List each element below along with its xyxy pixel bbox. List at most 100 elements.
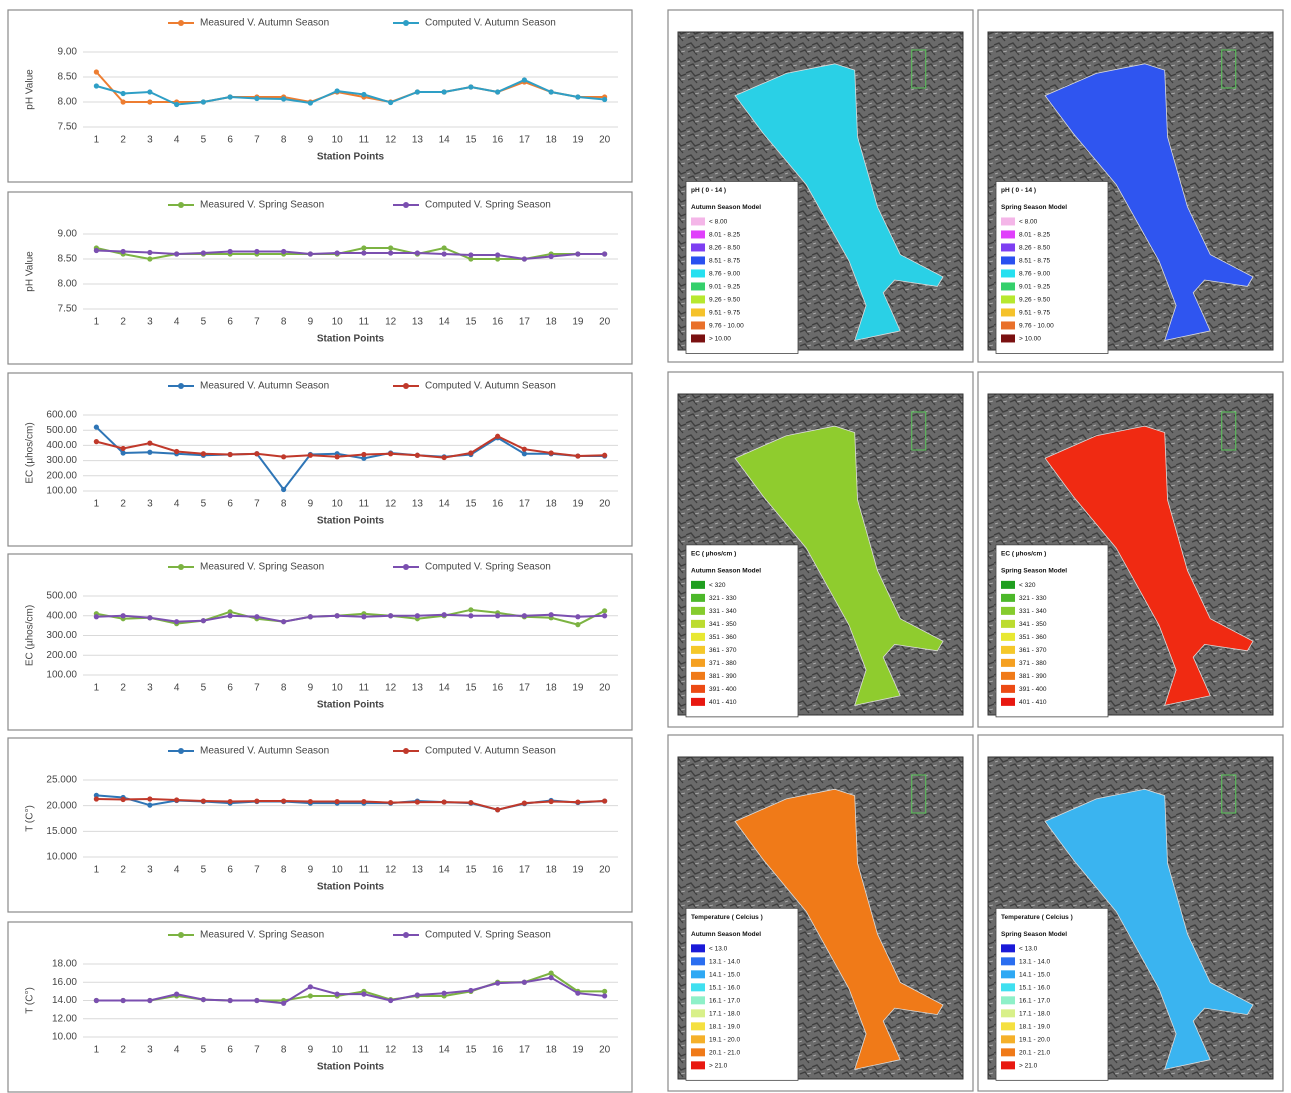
legend-item: 9.01 - 9.25 xyxy=(1019,284,1050,291)
point xyxy=(308,799,313,804)
legend-swatch xyxy=(1001,282,1015,290)
point xyxy=(468,988,473,993)
x-tick-label: 14 xyxy=(439,499,451,510)
legend-swatch xyxy=(1001,269,1015,277)
point xyxy=(281,619,286,624)
legend-item: 351 - 360 xyxy=(1019,634,1047,641)
x-tick-label: 13 xyxy=(412,683,424,694)
legend-swatch xyxy=(691,243,705,251)
x-tick-label: 12 xyxy=(385,135,397,146)
legend-marker xyxy=(178,564,184,570)
point xyxy=(94,425,99,430)
x-tick-label: 19 xyxy=(572,317,584,328)
legend-swatch xyxy=(691,321,705,329)
legend-item: 20.1 - 21.0 xyxy=(1019,1050,1050,1057)
point xyxy=(94,614,99,619)
legend-item: < 13.0 xyxy=(709,946,728,953)
y-tick-label: 10.000 xyxy=(46,852,77,863)
x-tick-label: 8 xyxy=(281,683,287,694)
point xyxy=(335,613,340,618)
y-tick-label: 500.00 xyxy=(46,591,77,602)
x-tick-label: 10 xyxy=(332,865,344,876)
y-axis-title: T (C°) xyxy=(25,987,36,1014)
y-axis-title: T (C°) xyxy=(25,805,36,832)
point xyxy=(468,84,473,89)
point xyxy=(602,798,607,803)
point xyxy=(254,614,259,619)
legend-swatch xyxy=(691,256,705,264)
point xyxy=(495,807,500,812)
legend-item: 361 - 370 xyxy=(709,647,737,654)
point xyxy=(575,251,580,256)
point xyxy=(602,97,607,102)
point xyxy=(254,998,259,1003)
legend-swatch xyxy=(691,581,705,589)
legend-model: Autumn Season Model xyxy=(691,931,761,938)
point xyxy=(361,452,366,457)
point xyxy=(335,992,340,997)
legend-swatch xyxy=(691,1022,705,1030)
point xyxy=(549,975,554,980)
legend-item: 8.01 - 8.25 xyxy=(709,232,740,239)
point xyxy=(201,99,206,104)
legend-swatch xyxy=(1001,659,1015,667)
point xyxy=(415,89,420,94)
x-tick-label: 8 xyxy=(281,317,287,328)
point xyxy=(522,447,527,452)
point xyxy=(442,455,447,460)
x-tick-label: 9 xyxy=(308,135,314,146)
point xyxy=(94,998,99,1003)
y-tick-label: 8.00 xyxy=(58,97,78,108)
x-tick-label: 11 xyxy=(359,865,370,876)
point xyxy=(121,797,126,802)
point xyxy=(442,612,447,617)
x-tick-label: 20 xyxy=(599,683,611,694)
point xyxy=(602,613,607,618)
legend-item: 331 - 340 xyxy=(709,608,737,615)
point xyxy=(602,251,607,256)
legend-swatch xyxy=(1001,217,1015,225)
legend-swatch xyxy=(691,944,705,952)
point xyxy=(308,993,313,998)
legend-item: 17.1 - 18.0 xyxy=(709,1011,740,1018)
y-tick-label: 200.00 xyxy=(46,650,77,661)
point xyxy=(94,69,99,74)
x-tick-label: 8 xyxy=(281,1045,287,1056)
point xyxy=(147,796,152,801)
legend-item: < 320 xyxy=(709,582,726,589)
x-tick-label: 6 xyxy=(227,1045,233,1056)
y-tick-label: 12.00 xyxy=(52,1013,77,1024)
x-tick-label: 4 xyxy=(174,1045,180,1056)
x-axis-title: Station Points xyxy=(317,334,385,345)
point xyxy=(228,94,233,99)
x-tick-label: 8 xyxy=(281,499,287,510)
x-tick-label: 6 xyxy=(227,865,233,876)
x-tick-label: 10 xyxy=(332,1045,344,1056)
y-tick-label: 100.00 xyxy=(46,486,77,497)
x-tick-label: 20 xyxy=(599,1045,611,1056)
y-tick-label: 7.50 xyxy=(58,304,78,315)
x-tick-label: 14 xyxy=(439,317,451,328)
x-tick-label: 4 xyxy=(174,499,180,510)
legend-item: 381 - 390 xyxy=(1019,673,1047,680)
legend-item: > 10.00 xyxy=(1019,336,1041,343)
point xyxy=(121,998,126,1003)
point xyxy=(121,613,126,618)
legend-swatch xyxy=(691,620,705,628)
legend-model: Spring Season Model xyxy=(1001,568,1067,575)
point xyxy=(228,452,233,457)
legend-swatch xyxy=(1001,620,1015,628)
point xyxy=(549,89,554,94)
y-axis-title: pH Value xyxy=(25,69,36,110)
y-tick-label: 500.00 xyxy=(46,425,77,436)
legend-swatch xyxy=(691,308,705,316)
x-tick-label: 4 xyxy=(174,317,180,328)
legend-item: 9.76 - 10.00 xyxy=(1019,323,1054,330)
point xyxy=(94,796,99,801)
point xyxy=(201,997,206,1002)
point xyxy=(201,451,206,456)
point xyxy=(549,799,554,804)
legend-item: 351 - 360 xyxy=(709,634,737,641)
legend-swatch xyxy=(691,334,705,342)
point xyxy=(549,971,554,976)
